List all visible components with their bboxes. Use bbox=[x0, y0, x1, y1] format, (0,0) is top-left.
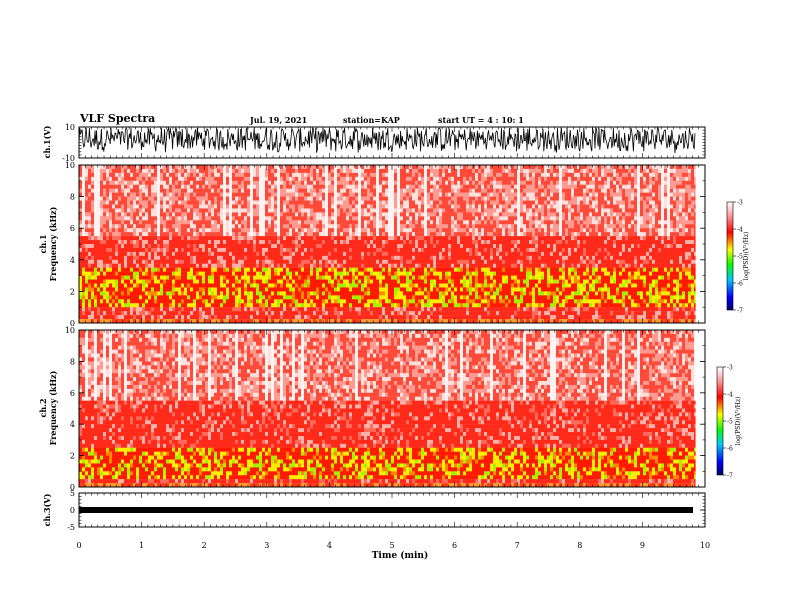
x-tick-label: 7 bbox=[515, 541, 520, 550]
ch2-spec-ylabel-line1: ch.2 bbox=[38, 398, 48, 417]
x-tick-label: 1 bbox=[139, 541, 144, 550]
ch1-spec-ytick-label: 6 bbox=[70, 224, 75, 233]
ch1-colorbar-tick-label: -3 bbox=[737, 200, 743, 207]
x-axis-label: Time (min) bbox=[372, 550, 429, 561]
ch2-spec-ytick-label: 10 bbox=[65, 326, 75, 335]
ch2-spec-ytick-label: 6 bbox=[70, 389, 75, 398]
ch2-colorbar-tick-label: -6 bbox=[727, 446, 733, 453]
ch1-waveform-trace bbox=[78, 126, 696, 154]
ch2-spectrogram-panel: 0 2 4 6 8 10 ch.2 Frequency (kHz) bbox=[38, 326, 706, 492]
ch1-colorbar-tick-label: -5 bbox=[737, 254, 743, 261]
ch1-ytick-label: 10 bbox=[65, 123, 75, 132]
ch3-ytick-label: 0 bbox=[70, 506, 75, 515]
x-tick-label: 8 bbox=[577, 541, 582, 550]
ch2-spec-ytick-label: 2 bbox=[70, 452, 75, 461]
ch3-ytick-label: -5 bbox=[67, 523, 75, 532]
ch2-colorbar-tick-label: -3 bbox=[727, 365, 733, 372]
ch1-spec-ytick-label: 10 bbox=[65, 161, 75, 170]
ch2-colorbar: -3 -4 -5 -6 -7 log(PSD)(V²/Hz) bbox=[716, 365, 742, 480]
ch1-spectrogram-image bbox=[79, 165, 705, 324]
station-label: station=KAP bbox=[343, 115, 400, 125]
x-tick-label: 0 bbox=[76, 541, 81, 550]
date-label: Jul. 19, 2021 bbox=[250, 115, 308, 125]
ch3-waveform-trace bbox=[79, 507, 693, 513]
ch1-spec-ytick-label: 4 bbox=[70, 256, 75, 265]
x-tick-label: 5 bbox=[389, 541, 394, 550]
ch2-spectrogram-image bbox=[79, 330, 705, 488]
ch1-spec-ylabel-line2: Frequency (kHz) bbox=[48, 206, 58, 281]
ch1-spec-ytick-label: 2 bbox=[70, 287, 75, 296]
x-tick-label: 10 bbox=[700, 541, 710, 550]
x-tick-label: 4 bbox=[327, 541, 332, 550]
ch3-ylabel: ch.3(V) bbox=[42, 493, 52, 526]
figure-title: VLF Spectra bbox=[80, 112, 156, 125]
ch2-colorbar-label: log(PSD)(V²/Hz) bbox=[735, 397, 742, 446]
start-time-label: start UT = 4 : 10: 1 bbox=[438, 115, 524, 125]
ch2-colorbar-tick-label: -4 bbox=[727, 392, 733, 399]
ch1-colorbar-tick-label: -7 bbox=[737, 308, 743, 315]
ch1-ytick-label: -10 bbox=[62, 154, 75, 163]
x-axis: 0 1 2 3 4 5 6 7 8 9 10 bbox=[76, 127, 710, 550]
ch1-spec-ytick-label: 0 bbox=[70, 319, 75, 328]
ch2-colorbar-tick-label: -5 bbox=[727, 419, 733, 426]
ch1-colorbar-tick-label: -6 bbox=[737, 281, 743, 288]
ch1-colorbar-tick-label: -4 bbox=[737, 227, 743, 234]
ch2-spec-ytick-label: 4 bbox=[70, 420, 75, 429]
x-tick-label: 2 bbox=[202, 541, 207, 550]
x-tick-label: 9 bbox=[640, 541, 645, 550]
ch2-spec-ytick-label: 8 bbox=[70, 357, 75, 366]
ch3-ytick-label: 5 bbox=[70, 489, 75, 498]
x-tick-label: 6 bbox=[452, 541, 457, 550]
ch2-spec-ylabel-line2: Frequency (kHz) bbox=[48, 370, 58, 445]
ch1-spectrogram-panel: 0 2 4 6 8 10 ch.1 Frequency (kHz) bbox=[38, 161, 706, 328]
ch1-spec-ytick-label: 8 bbox=[70, 193, 75, 202]
ch3-waveform-panel: 5 0 -5 ch.3(V) bbox=[42, 489, 706, 532]
ch1-colorbar: -3 -4 -5 -6 -7 log(PSD)(V²/Hz) bbox=[726, 200, 750, 315]
ch2-spec-ytick-label: 0 bbox=[70, 483, 75, 492]
ch1-spec-ylabel-line1: ch.1 bbox=[38, 234, 48, 253]
ch1-ylabel: ch.1(V) bbox=[42, 125, 52, 158]
x-tick-label: 3 bbox=[264, 541, 269, 550]
ch2-colorbar-tick-label: -7 bbox=[727, 473, 733, 480]
ch1-colorbar-label: log(PSD)(V²/Hz) bbox=[743, 232, 750, 281]
